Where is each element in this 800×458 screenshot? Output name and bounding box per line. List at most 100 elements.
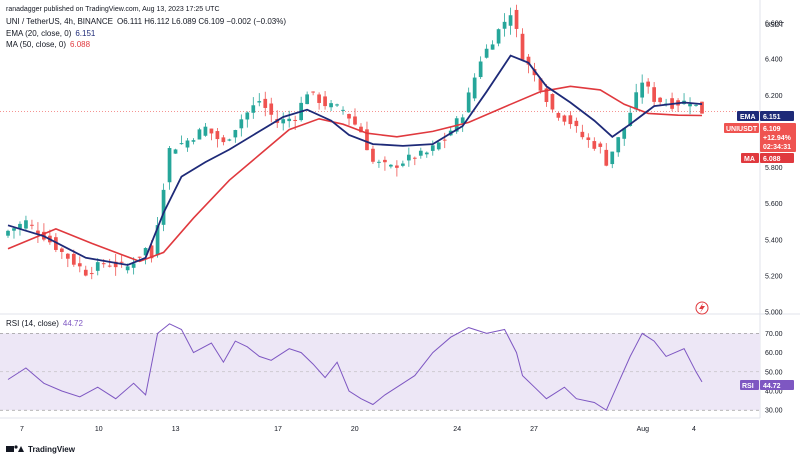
candle-body: [215, 131, 220, 140]
candle-body: [634, 92, 639, 110]
candle-body: [36, 230, 40, 235]
time-tick-label: Aug: [637, 426, 650, 433]
candle-body: [359, 126, 363, 133]
ma-line: [7, 85, 703, 263]
tradingview-brand: TradingView: [28, 445, 76, 454]
symbol-badge-tag: [724, 123, 759, 133]
candle-body: [538, 78, 543, 91]
tradingview-logo: [6, 445, 24, 452]
candle-body: [89, 273, 94, 275]
candle-body: [281, 119, 286, 124]
lightning-icon[interactable]: [695, 301, 709, 315]
ma-badge-value: 6.088: [763, 156, 781, 163]
candle-body: [430, 145, 435, 151]
price-tick-label: 5.200: [765, 273, 783, 280]
candle-body: [700, 101, 704, 114]
candle-body: [526, 56, 531, 65]
candle-body: [652, 87, 656, 102]
rsi-legend-name: RSI (14, close): [6, 319, 59, 328]
ema-legend-name: EMA (20, close, 0): [6, 29, 72, 38]
candle-body: [556, 112, 561, 118]
candle-body: [125, 266, 130, 271]
rsi-tick-label: 40.00: [765, 389, 783, 396]
candles: [6, 4, 704, 280]
candle-body: [161, 189, 166, 225]
candle-body: [412, 157, 417, 159]
candle-body: [550, 94, 555, 110]
time-tick-label: 17: [274, 426, 282, 433]
candle-body: [520, 33, 525, 60]
candle-body: [418, 150, 423, 156]
candle-body: [508, 15, 513, 26]
ohlc-values: O6.111 H6.112 L6.089 C6.109 −0.002 (−0.0…: [117, 17, 286, 26]
price-badge-change: +12.94%: [763, 135, 792, 142]
price-tick-label: 5.600: [765, 201, 783, 208]
candle-body: [251, 105, 256, 113]
ma-badge: [760, 153, 794, 163]
candle-body: [173, 149, 178, 154]
candle-body: [6, 230, 10, 236]
candle-body: [155, 225, 160, 256]
candle-body: [227, 139, 232, 141]
ma-legend: MA (50, close, 0) 6.088: [6, 40, 91, 49]
price-axis[interactable]: 5.0005.2005.4005.6005.8006.0006.2006.400…: [765, 21, 783, 317]
candle-body: [460, 117, 465, 124]
candle-body: [269, 103, 274, 115]
candle-body: [365, 129, 369, 151]
price-badge-countdown: 02:34:31: [763, 144, 791, 151]
candle-body: [424, 152, 429, 155]
candle-body: [59, 248, 64, 252]
candle-body: [149, 245, 154, 259]
candle-body: [628, 112, 633, 126]
candle-body: [484, 48, 489, 58]
candle-body: [263, 98, 268, 108]
price-badge-value: 6.109: [763, 126, 781, 133]
ma-legend-name: MA (50, close, 0): [6, 40, 66, 49]
candle-body: [71, 253, 76, 265]
candle-body: [317, 94, 321, 103]
rsi-legend-value: 44.72: [63, 319, 84, 328]
candle-body: [143, 248, 148, 256]
candle-body: [311, 91, 315, 93]
candle-body: [12, 228, 16, 231]
candle-body: [604, 149, 609, 166]
candle-body: [646, 81, 651, 87]
candle-body: [293, 119, 298, 122]
candle-body: [221, 137, 226, 143]
time-axis[interactable]: 7 10 13 17 20 24 27 Aug 4: [20, 426, 696, 433]
time-tick-label: 7: [20, 426, 24, 433]
candle-body: [371, 148, 375, 162]
candle-body: [568, 115, 573, 125]
rsi-badge: [760, 380, 794, 390]
candle-body: [377, 161, 381, 163]
candle-body: [592, 141, 597, 149]
ema-legend: EMA (20, close, 0) 6.151: [6, 29, 96, 38]
candle-body: [389, 164, 393, 167]
candle-body: [101, 263, 106, 265]
candle-body: [622, 128, 627, 139]
price-tick-label: 5.800: [765, 165, 783, 172]
rsi-badge-tag: [740, 380, 759, 390]
candle-body: [383, 159, 387, 163]
rsi-legend: RSI (14, close) 44.72: [6, 319, 83, 328]
rsi-axis: 30.00 40.00 50.00 60.00 70.00: [765, 331, 783, 415]
candle-body: [574, 120, 579, 127]
rsi-badge-value: 44.72: [763, 383, 781, 390]
price-tick-label: 6.200: [765, 93, 783, 100]
candle-body: [197, 129, 202, 140]
candle-body: [502, 21, 507, 29]
rsi-line: [7, 323, 703, 411]
rsi-badge-tag-text: RSI: [742, 383, 754, 390]
candle-body: [191, 140, 196, 142]
candle-body: [203, 126, 208, 136]
price-tick-label: 6.400: [765, 57, 783, 64]
candle-body: [113, 261, 118, 268]
candle-body: [131, 263, 136, 268]
candle-body: [544, 88, 549, 103]
ema-badge: [760, 111, 794, 121]
candle-body: [95, 262, 100, 271]
candle-body: [472, 77, 477, 99]
price-tick-label: 5.000: [765, 310, 783, 317]
candle-body: [694, 104, 698, 106]
